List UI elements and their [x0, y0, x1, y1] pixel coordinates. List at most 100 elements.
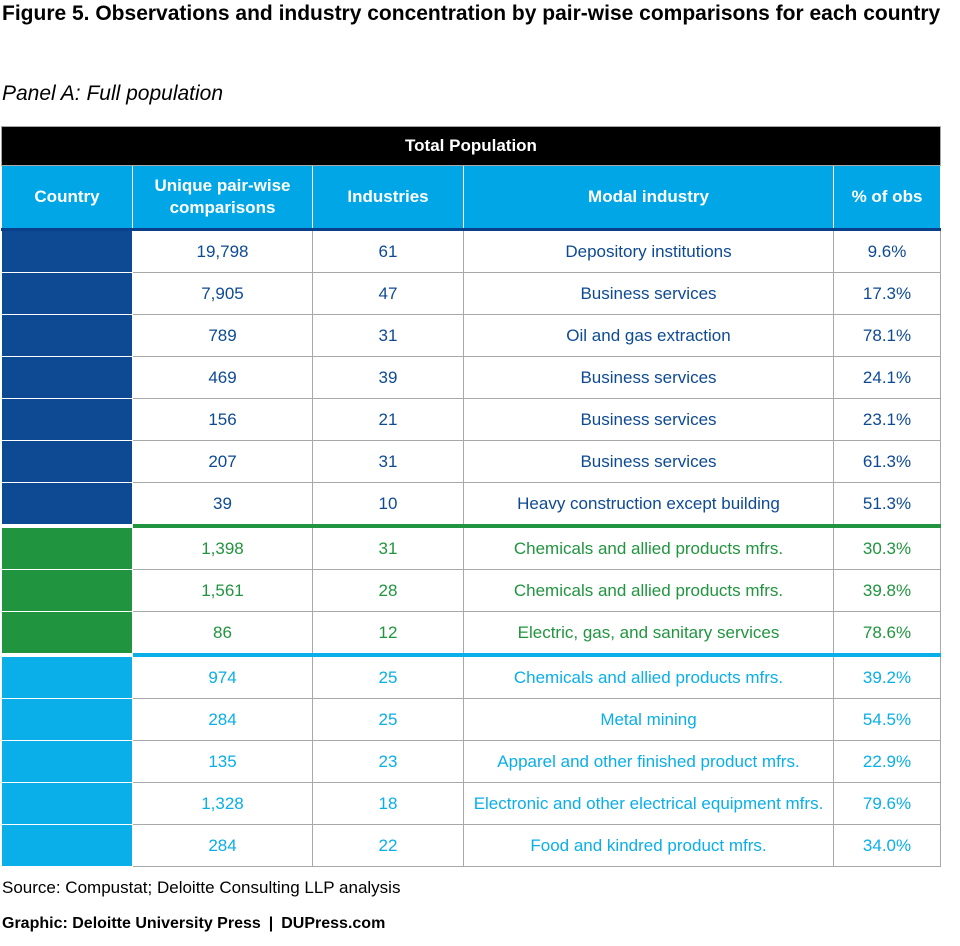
comparisons-cell: 1,561: [132, 569, 313, 612]
modal-industry-cell: Heavy construction except building: [463, 482, 834, 528]
country-cell: DEU: [1, 398, 133, 441]
pct-obs-cell: 9.6%: [832, 229, 942, 273]
comparisons-cell: 469: [132, 356, 313, 399]
comparisons-cell: 7,905: [132, 272, 313, 315]
country-cell: KOR: [1, 654, 133, 699]
pct-obs-cell: 78.6%: [832, 611, 942, 657]
industries-cell: 23: [312, 740, 464, 783]
industries-cell: 39: [312, 356, 464, 399]
modal-industry-cell: Electric, gas, and sanitary services: [463, 611, 834, 657]
industries-cell: 47: [312, 272, 464, 315]
comparisons-cell: 156: [132, 398, 313, 441]
industries-cell: 21: [312, 398, 464, 441]
pct-obs-cell: 78.1%: [832, 314, 942, 357]
country-cell: IND: [1, 569, 133, 612]
country-cell: JPN: [1, 272, 133, 315]
country-cell: CHN: [1, 525, 133, 570]
table-row: AUS 284 25 Metal mining 54.5%: [1, 698, 942, 741]
modal-industry-cell: Business services: [463, 440, 834, 483]
country-cell: ITA: [1, 482, 133, 528]
industries-cell: 31: [312, 440, 464, 483]
header-comparisons: Unique pair-wise comparisons: [132, 165, 313, 231]
table-row: USA 19,798 61 Depository institutions 9.6%: [1, 229, 942, 273]
panel-title: Panel A: Full population: [2, 82, 224, 105]
country-cell: GBR: [1, 356, 133, 399]
site-link[interactable]: DUPress.com: [281, 915, 386, 932]
table-row: TWN 1,328 18 Electronic and other electrica…: [1, 782, 942, 825]
table-row: IND 1,561 28 Chemicals and allied products …: [1, 569, 942, 612]
industries-cell: 25: [312, 654, 464, 699]
modal-industry-cell: Food and kindred product mfrs.: [463, 824, 834, 867]
pct-obs-cell: 24.1%: [832, 356, 942, 399]
header-industries: Industries: [312, 165, 464, 231]
country-cell: BRA: [1, 611, 133, 657]
pct-obs-cell: 23.1%: [832, 398, 942, 441]
modal-industry-cell: Business services: [463, 272, 834, 315]
pct-obs-cell: 34.0%: [832, 824, 942, 867]
modal-industry-cell: Chemicals and allied products mfrs.: [463, 569, 834, 612]
country-cell: USA: [1, 229, 133, 273]
source-note: Source: Compustat; Deloitte Consulting L…: [2, 878, 401, 897]
table-row: HKG 135 23 Apparel and other finished produ…: [1, 740, 942, 783]
table-body: USA 19,798 61 Depository institutions 9.6% JP…: [1, 229, 942, 867]
figure-title: Figure 5. Observations and industry conc…: [2, 2, 941, 25]
pct-obs-cell: 39.8%: [832, 569, 942, 612]
comparisons-cell: 1,328: [132, 782, 313, 825]
industries-cell: 31: [312, 314, 464, 357]
comparisons-cell: 1,398: [132, 525, 313, 570]
country-cell: HKG: [1, 740, 133, 783]
pct-obs-cell: 61.3%: [832, 440, 942, 483]
comparisons-cell: 284: [132, 824, 313, 867]
table-row: GBR 469 39 Business services 24.1%: [1, 356, 942, 399]
graphic-label: Graphic: Deloitte University Press: [2, 915, 261, 932]
comparisons-cell: 86: [132, 611, 313, 657]
table-row: ITA 39 10 Heavy construction except buildin…: [1, 482, 942, 528]
modal-industry-cell: Business services: [463, 398, 834, 441]
modal-industry-cell: Metal mining: [463, 698, 834, 741]
industries-cell: 25: [312, 698, 464, 741]
pct-obs-cell: 22.9%: [832, 740, 942, 783]
super-header: Total Population: [0, 126, 942, 166]
comparisons-cell: 39: [132, 482, 313, 528]
table-row: JPN 7,905 47 Business services 17.3%: [1, 272, 942, 315]
modal-industry-cell: Oil and gas extraction: [463, 314, 834, 357]
comparisons-cell: 974: [132, 654, 313, 699]
industries-cell: 28: [312, 569, 464, 612]
comparisons-cell: 19,798: [132, 229, 313, 273]
comparisons-cell: 207: [132, 440, 313, 483]
modal-industry-cell: Electronic and other electrical equipmen…: [463, 782, 834, 825]
table-row: CAN 789 31 Oil and gas extraction 78.1%: [1, 314, 942, 357]
comparisons-cell: 284: [132, 698, 313, 741]
pct-obs-cell: 30.3%: [832, 525, 942, 570]
comparisons-cell: 789: [132, 314, 313, 357]
industries-cell: 31: [312, 525, 464, 570]
table-row: DEU 156 21 Business services 23.1%: [1, 398, 942, 441]
industries-cell: 18: [312, 782, 464, 825]
comparisons-cell: 135: [132, 740, 313, 783]
graphic-credit: Graphic: Deloitte University Press | DUPre…: [2, 915, 385, 933]
table-row: FRA 207 31 Business services 61.3%: [1, 440, 942, 483]
country-cell: MYS: [1, 824, 133, 867]
pct-obs-cell: 17.3%: [832, 272, 942, 315]
modal-industry-cell: Chemicals and allied products mfrs.: [463, 525, 834, 570]
industries-cell: 61: [312, 229, 464, 273]
country-cell: TWN: [1, 782, 133, 825]
pct-obs-cell: 54.5%: [832, 698, 942, 741]
header-country: Country: [1, 165, 133, 231]
header-modal-industry: Modal industry: [463, 165, 834, 231]
table-row: MYS 284 22 Food and kindred product mfrs. 34…: [1, 824, 942, 867]
pct-obs-cell: 79.6%: [832, 782, 942, 825]
industries-cell: 22: [312, 824, 464, 867]
country-cell: AUS: [1, 698, 133, 741]
header-pct-obs: % of obs: [832, 165, 942, 231]
credit-separator: |: [268, 915, 274, 932]
country-cell: CAN: [1, 314, 133, 357]
modal-industry-cell: Business services: [463, 356, 834, 399]
modal-industry-cell: Depository institutions: [463, 229, 834, 273]
industries-cell: 10: [312, 482, 464, 528]
table-row: KOR 974 25 Chemicals and allied products mf…: [1, 654, 942, 699]
modal-industry-cell: Chemicals and allied products mfrs.: [463, 654, 834, 699]
pct-obs-cell: 39.2%: [832, 654, 942, 699]
population-table: Total Population Country Unique pair-wis…: [0, 126, 942, 867]
country-cell: FRA: [1, 440, 133, 483]
